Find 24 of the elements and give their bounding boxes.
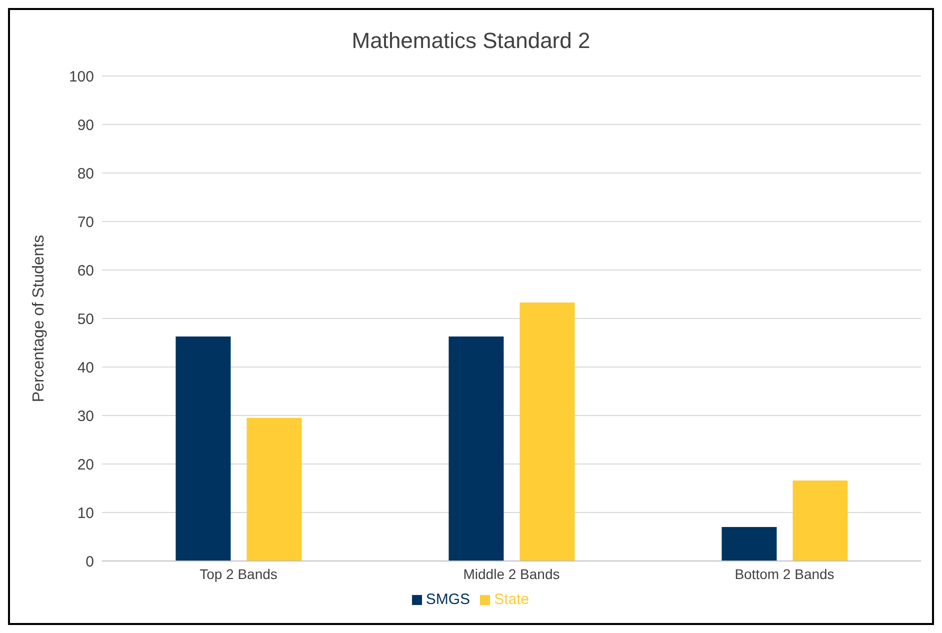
bar bbox=[792, 480, 848, 561]
y-tick-label: 80 bbox=[77, 165, 94, 182]
y-tick-label: 100 bbox=[68, 68, 94, 86]
y-tick-label: 20 bbox=[77, 456, 94, 474]
y-tick-label: 40 bbox=[77, 359, 94, 376]
bar bbox=[520, 302, 575, 561]
bar bbox=[246, 418, 302, 561]
x-tick-label: Middle 2 Bands bbox=[463, 566, 560, 582]
y-tick-label: 0 bbox=[86, 553, 94, 570]
legend-label: SMGS bbox=[426, 591, 470, 608]
legend-label: State bbox=[494, 591, 530, 608]
y-tick-label: 30 bbox=[77, 408, 94, 425]
bar bbox=[448, 336, 504, 561]
y-tick-label: 10 bbox=[77, 504, 94, 522]
y-axis-title: Percentage of Students bbox=[30, 234, 48, 402]
y-tick-label: 90 bbox=[77, 116, 94, 134]
y-tick-label: 60 bbox=[77, 262, 94, 280]
y-tick-label: 50 bbox=[77, 310, 94, 328]
x-tick-label: Top 2 Bands bbox=[200, 566, 278, 582]
y-tick-label: 70 bbox=[77, 214, 94, 231]
bar bbox=[722, 527, 777, 561]
x-tick-label: Bottom 2 Bands bbox=[734, 566, 834, 582]
chart-title: Mathematics Standard 2 bbox=[350, 28, 592, 55]
bar bbox=[176, 336, 231, 561]
